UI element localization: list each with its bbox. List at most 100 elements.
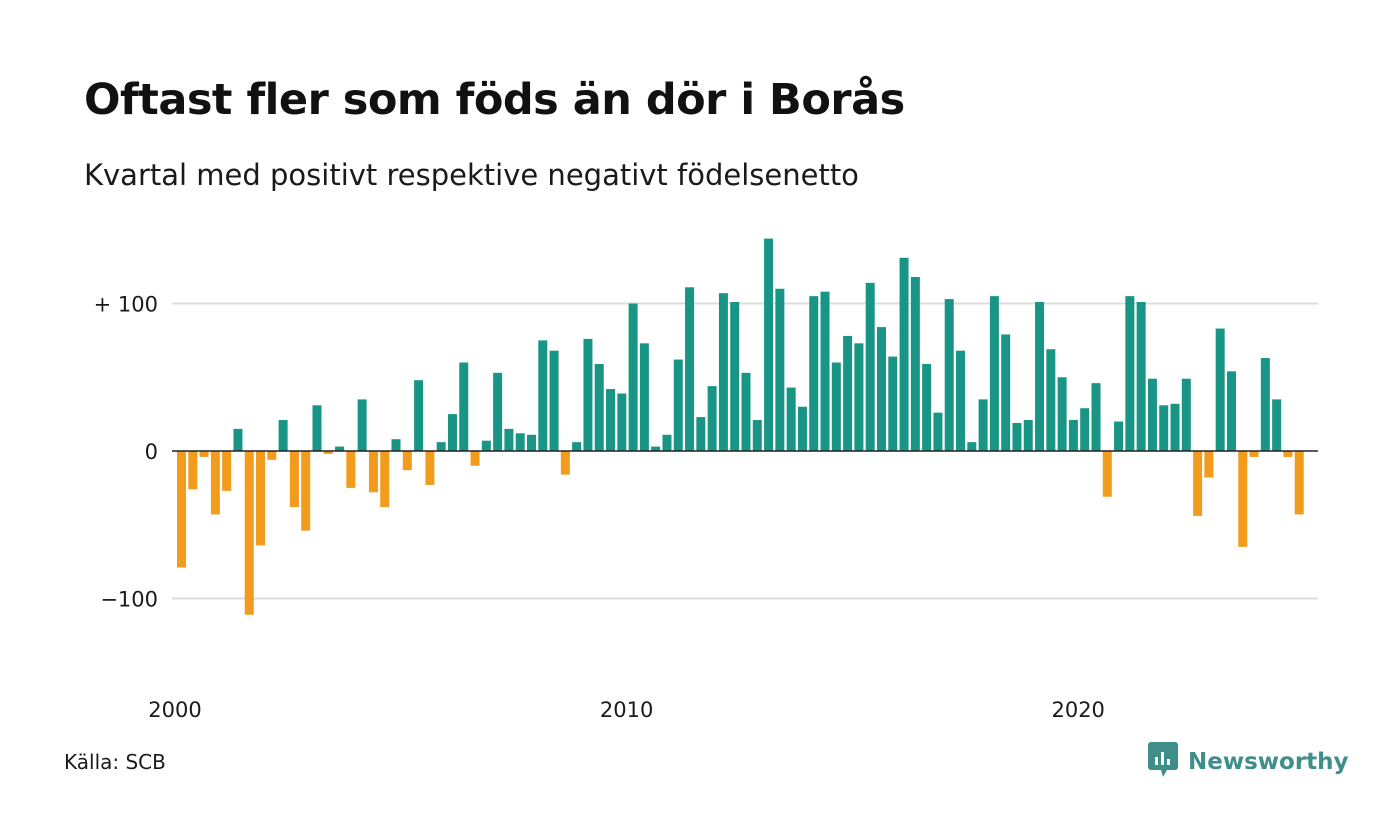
bar-quarter-84: [1125, 296, 1135, 452]
bar-quarter-69: [956, 350, 966, 451]
bar-quarter-61: [865, 282, 875, 451]
bar-quarter-55: [797, 406, 807, 451]
bar-quarter-91: [1204, 451, 1214, 478]
bar-quarter-73: [1001, 334, 1011, 452]
bar-quarter-67: [933, 412, 943, 451]
bar-quarter-15: [346, 451, 356, 488]
bar-quarter-0: [177, 451, 186, 568]
brand-name: Newsworthy: [1188, 749, 1349, 775]
bar-quarter-31: [526, 434, 536, 451]
bar-quarter-34: [560, 451, 570, 475]
bar-quarter-81: [1091, 383, 1101, 451]
bar-quarter-82: [1102, 451, 1112, 497]
bar-quarter-70: [967, 442, 977, 451]
bar-quarter-89: [1181, 378, 1191, 452]
bar-quarter-44: [673, 359, 683, 451]
bar-quarter-88: [1170, 403, 1180, 451]
bar-quarter-60: [854, 343, 864, 451]
newsworthy-brand: Newsworthy: [1148, 742, 1349, 782]
bar-quarter-36: [583, 338, 593, 451]
bar-quarter-95: [1249, 451, 1259, 457]
bar-quarter-12: [312, 405, 322, 451]
bars: [172, 238, 1318, 615]
bar-quarter-46: [696, 417, 706, 451]
x-tick-label: 2020: [1051, 698, 1104, 722]
y-tick-label: −100: [100, 588, 158, 612]
bar-quarter-35: [572, 442, 582, 451]
bar-quarter-27: [481, 440, 491, 452]
x-tick-label: 2000: [148, 698, 201, 722]
bar-quarter-14: [335, 446, 345, 451]
bar-quarter-58: [831, 362, 841, 451]
bar-quarter-83: [1114, 421, 1124, 451]
bar-quarter-28: [493, 372, 503, 451]
bar-quarter-23: [436, 442, 446, 451]
bar-quarter-22: [425, 451, 435, 485]
bar-quarter-13: [323, 451, 333, 454]
bar-quarter-19: [391, 439, 401, 451]
bar-quarter-63: [888, 356, 898, 451]
bar-quarter-45: [685, 287, 695, 451]
bar-quarter-78: [1057, 377, 1067, 451]
bar-quarter-38: [606, 389, 616, 451]
bar-quarter-71: [978, 399, 988, 452]
bar-quarter-26: [470, 451, 480, 466]
bar-quarter-2: [199, 451, 209, 457]
bar-quarter-90: [1193, 451, 1203, 516]
bar-quarter-4: [222, 451, 232, 491]
bar-quarter-97: [1272, 399, 1282, 452]
bar-quarter-48: [718, 293, 728, 451]
bar-quarter-93: [1226, 371, 1236, 451]
bar-quarter-52: [764, 238, 774, 451]
bar-quarter-98: [1283, 451, 1293, 457]
bar-quarter-94: [1238, 451, 1248, 547]
x-tick-label: 2010: [600, 698, 653, 722]
source-note: Källa: SCB: [64, 750, 166, 774]
bar-quarter-11: [301, 451, 311, 531]
newsworthy-logo-icon: [1148, 742, 1178, 782]
bar-quarter-3: [210, 451, 220, 515]
bar-quarter-56: [809, 296, 819, 452]
bar-quarter-5: [233, 428, 243, 452]
bar-quarter-40: [628, 303, 638, 451]
bar-quarter-51: [752, 420, 762, 451]
bar-quarter-29: [504, 428, 514, 452]
y-tick-label: 0: [145, 440, 158, 464]
bar-quarter-68: [944, 299, 954, 451]
bar-quarter-21: [414, 380, 424, 451]
bar-quarter-80: [1080, 408, 1090, 452]
bar-quarter-47: [707, 386, 717, 451]
bar-quarter-53: [775, 288, 785, 451]
bar-quarter-74: [1012, 422, 1022, 452]
bar-quarter-59: [843, 335, 853, 451]
bar-quarter-30: [515, 433, 525, 451]
bar-quarter-8: [267, 451, 277, 460]
bar-quarter-49: [730, 302, 740, 451]
bar-quarter-77: [1046, 349, 1056, 452]
bar-quarter-57: [820, 291, 830, 451]
bar-quarter-9: [278, 420, 288, 451]
bar-quarter-76: [1035, 302, 1045, 451]
chart-title: Oftast fler som föds än dör i Borås: [84, 75, 905, 125]
bar-quarter-92: [1215, 328, 1225, 451]
bar-quarter-72: [989, 296, 999, 452]
bar-quarter-39: [617, 393, 627, 452]
bar-quarter-16: [357, 399, 367, 452]
bar-quarter-1: [188, 451, 198, 490]
bar-quarter-99: [1294, 451, 1304, 515]
bar-quarter-41: [639, 343, 649, 451]
bar-quarter-42: [651, 446, 661, 451]
bar-quarter-25: [459, 362, 469, 451]
bar-quarter-65: [910, 276, 920, 451]
bar-quarter-75: [1023, 420, 1033, 451]
bar-quarter-79: [1068, 420, 1078, 451]
axis-labels: + 100 0 −100 2000 2010 2020: [94, 293, 1105, 723]
bar-quarter-33: [549, 350, 559, 451]
bar-quarter-66: [922, 363, 932, 452]
bar-quarter-20: [402, 451, 412, 471]
bar-quarter-50: [741, 372, 751, 451]
bar-quarter-37: [594, 363, 604, 452]
chart-subtitle: Kvartal med positivt respektive negativt…: [84, 158, 859, 192]
bar-quarter-6: [244, 451, 254, 615]
